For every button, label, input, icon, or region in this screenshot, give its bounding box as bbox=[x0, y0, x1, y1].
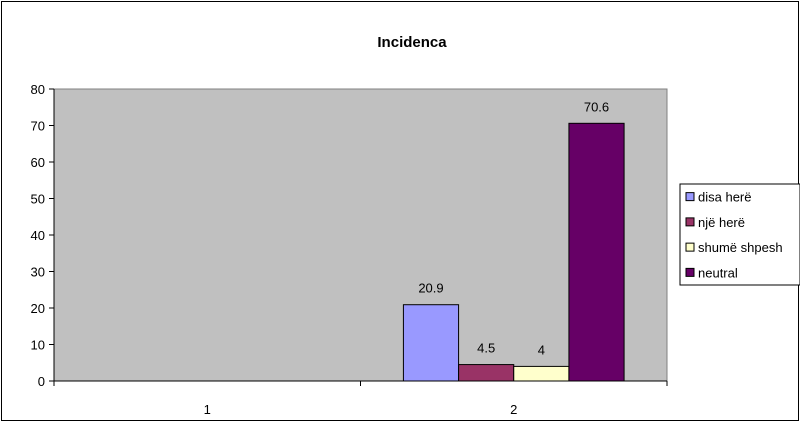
data-label: 4 bbox=[538, 342, 545, 357]
data-labels: 20.9 4.5 4 70.6 bbox=[418, 99, 609, 357]
bar bbox=[513, 365, 570, 382]
chart-title: Incidenca bbox=[377, 34, 447, 51]
y-axis: 0 10 20 30 40 50 60 70 80 bbox=[31, 82, 55, 389]
legend: disa herë një herë shumë shpesh neutral bbox=[679, 183, 800, 286]
legend-swatch bbox=[685, 192, 695, 202]
legend-label: një herë bbox=[698, 215, 745, 230]
bars bbox=[402, 122, 625, 382]
x-tick-label: 1 bbox=[204, 402, 211, 417]
legend-swatch bbox=[685, 267, 695, 277]
bar bbox=[402, 304, 460, 382]
y-tick-label: 60 bbox=[31, 155, 45, 170]
y-tick-label: 10 bbox=[31, 338, 45, 353]
y-tick-label: 30 bbox=[31, 265, 45, 280]
data-label: 4.5 bbox=[477, 341, 495, 356]
legend-swatch bbox=[685, 217, 695, 227]
legend-label: disa herë bbox=[698, 190, 751, 205]
plot-area bbox=[53, 88, 668, 382]
bar bbox=[568, 122, 625, 382]
bar bbox=[458, 364, 515, 382]
legend-label: shumë shpesh bbox=[698, 240, 783, 255]
y-tick-label: 0 bbox=[38, 374, 45, 389]
legend-label: neutral bbox=[698, 265, 738, 280]
legend-swatch bbox=[685, 242, 695, 252]
data-label: 70.6 bbox=[584, 99, 609, 114]
x-tick-label: 2 bbox=[510, 402, 517, 417]
y-tick-label: 40 bbox=[31, 228, 45, 243]
y-tick-label: 70 bbox=[31, 119, 45, 134]
legend-box bbox=[679, 183, 800, 286]
y-tick-label: 20 bbox=[31, 301, 45, 316]
y-tick-label: 80 bbox=[31, 82, 45, 97]
data-label: 20.9 bbox=[418, 281, 443, 296]
y-tick-label: 50 bbox=[31, 192, 45, 207]
